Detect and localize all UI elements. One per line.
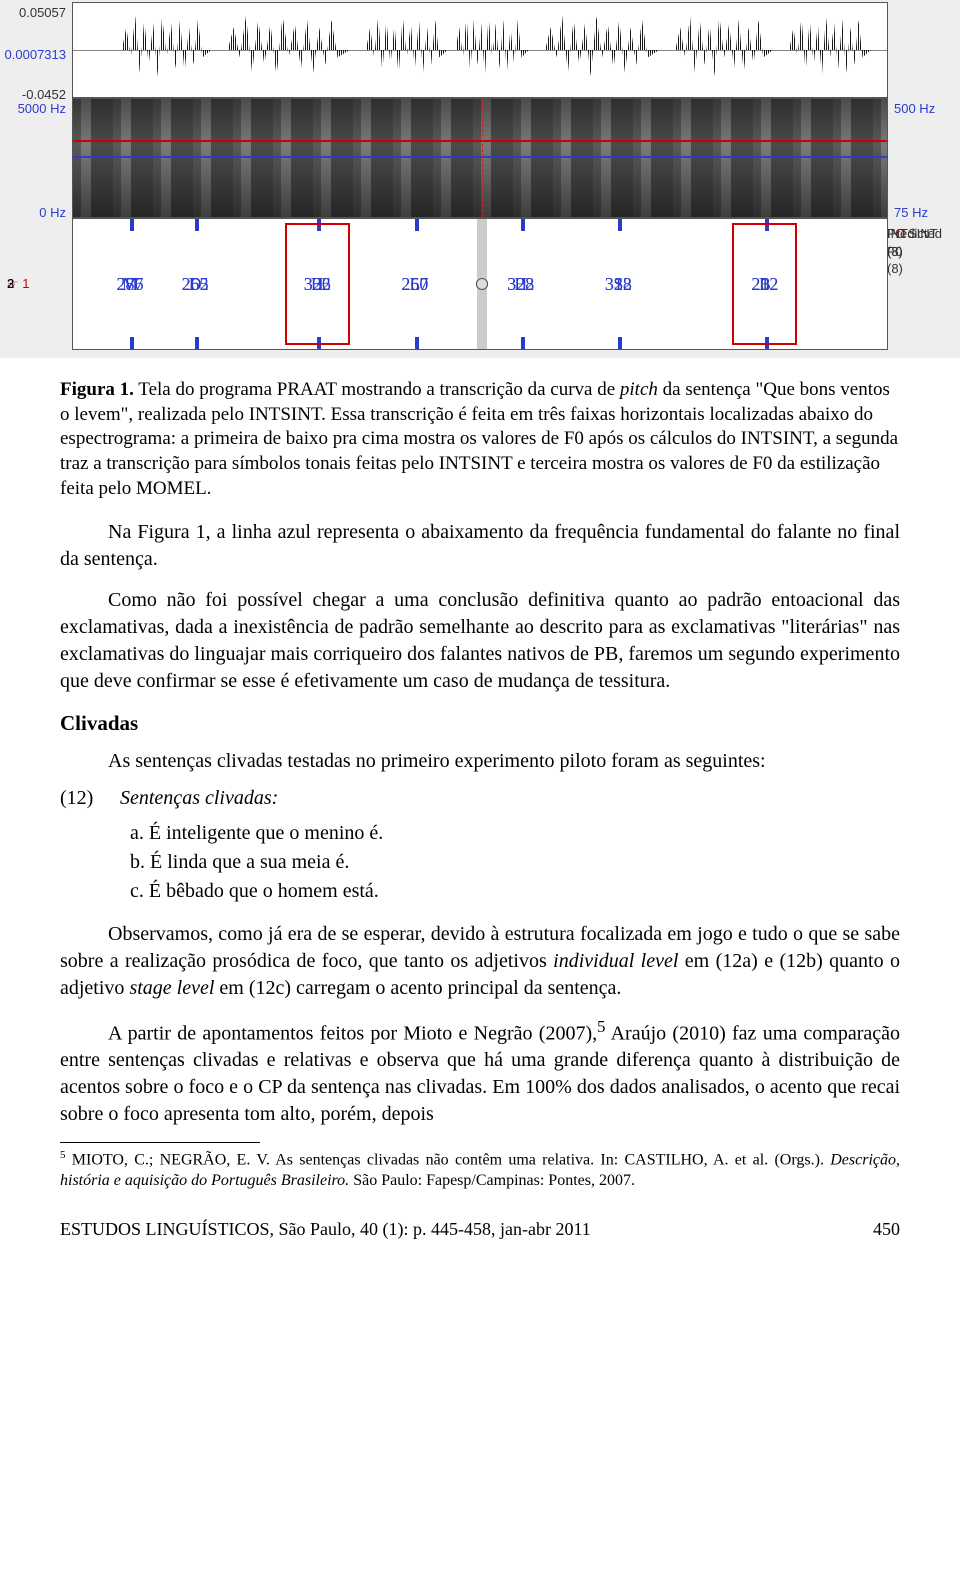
footer-page-number: 450 [873, 1217, 900, 1241]
example-12-items: a. É inteligente que o menino é. b. É li… [130, 820, 900, 905]
tier-2-label-3: 257 [401, 272, 428, 296]
footer-journal: ESTUDOS LINGUÍSTICOS, São Paulo, 40 (1):… [60, 1217, 591, 1241]
praat-left-axis: 0.05057 0.0007313 -0.0452 5000 Hz 0 Hz [0, 0, 72, 358]
spectro-left-top: 5000 Hz [0, 100, 66, 118]
praat-waveform-pane [72, 2, 888, 98]
example-12c: c. É bêbado que o homem está. [130, 878, 900, 905]
praat-screenshot: 0.840000 0.05057 0.0007313 -0.0452 5000 … [0, 0, 960, 358]
example-12-title: Sentenças clivadas: [120, 785, 278, 812]
footnote-rule [60, 1142, 260, 1143]
page-footer: ESTUDOS LINGUÍSTICOS, São Paulo, 40 (1):… [60, 1217, 900, 1241]
footnote-5: 5 MIOTO, C.; NEGRÃO, E. V. As sentenças … [60, 1149, 900, 1190]
section-clivadas: Clivadas [60, 709, 900, 737]
tier-2-label-5: 322 [605, 272, 632, 296]
spectro-right-bot: 75 Hz [894, 204, 928, 222]
paragraph-2: Como não foi possível chegar a uma concl… [60, 587, 900, 695]
example-12a: a. É inteligente que o menino é. [130, 820, 900, 847]
praat-right-axis: 500 Hz 75 Hz [888, 0, 960, 358]
tier-2-label-4: 322 [507, 272, 534, 296]
wave-ymid: 0.0007313 [0, 46, 66, 64]
example-12: (12) Sentenças clivadas: [60, 785, 900, 812]
tier-2-label-1: 262 [182, 272, 209, 296]
spectro-left-bot: 0 Hz [0, 204, 66, 222]
figure-caption: Figura 1. Tela do programa PRAAT mostran… [60, 378, 900, 501]
spectro-pitch-line [73, 156, 887, 158]
paragraph-1: Na Figura 1, a linha azul representa o a… [60, 519, 900, 573]
spectro-red-line [73, 140, 887, 142]
praat-spectrogram-pane [72, 98, 888, 218]
spectro-right-top: 500 Hz [894, 100, 935, 118]
example-12b: b. É linda que a sua meia é. [130, 849, 900, 876]
spectro-cursor [482, 99, 483, 217]
wave-ymax: 0.05057 [0, 4, 66, 22]
praat-tier-predicted-f0: 3Predicted F0(8)286262326257322322202 [73, 305, 887, 349]
paragraph-3: Observamos, como já era de se esperar, d… [60, 921, 900, 1002]
clivadas-intro: As sentenças clivadas testadas no primei… [60, 748, 900, 775]
example-12-number: (12) [60, 785, 120, 812]
tier-2-label-0: 286 [116, 272, 143, 296]
caption-lead: Figura 1. [60, 379, 134, 400]
paragraph-4: A partir de apontamentos feitos por Miot… [60, 1016, 900, 1129]
